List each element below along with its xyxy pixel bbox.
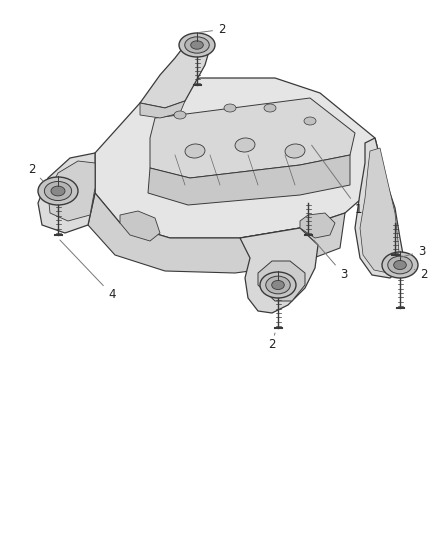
Polygon shape xyxy=(140,101,185,118)
Ellipse shape xyxy=(174,111,186,119)
Ellipse shape xyxy=(179,33,215,57)
Polygon shape xyxy=(95,78,385,238)
Polygon shape xyxy=(240,228,318,313)
Text: 4: 4 xyxy=(60,240,116,301)
Polygon shape xyxy=(88,193,345,273)
Text: 3: 3 xyxy=(401,245,425,258)
Ellipse shape xyxy=(388,256,412,274)
Ellipse shape xyxy=(44,181,71,200)
Text: 2: 2 xyxy=(414,268,427,281)
Text: 2: 2 xyxy=(268,333,276,351)
Polygon shape xyxy=(38,153,95,233)
Polygon shape xyxy=(150,98,355,178)
Ellipse shape xyxy=(224,104,236,112)
Ellipse shape xyxy=(382,252,418,278)
Ellipse shape xyxy=(185,37,209,53)
Ellipse shape xyxy=(185,144,205,158)
Polygon shape xyxy=(48,161,95,221)
Ellipse shape xyxy=(38,177,78,205)
Ellipse shape xyxy=(285,144,305,158)
Ellipse shape xyxy=(264,104,276,112)
Text: 2: 2 xyxy=(28,163,43,181)
Polygon shape xyxy=(360,148,400,273)
Ellipse shape xyxy=(191,41,203,49)
Polygon shape xyxy=(355,138,405,278)
Ellipse shape xyxy=(394,261,406,270)
Polygon shape xyxy=(140,41,210,108)
Text: 3: 3 xyxy=(314,240,347,281)
Ellipse shape xyxy=(51,186,65,196)
Ellipse shape xyxy=(260,272,296,298)
Polygon shape xyxy=(300,213,335,238)
Ellipse shape xyxy=(235,138,255,152)
Text: 2: 2 xyxy=(198,23,226,36)
Text: 1: 1 xyxy=(312,145,363,216)
Polygon shape xyxy=(148,155,350,205)
Polygon shape xyxy=(120,211,160,241)
Polygon shape xyxy=(258,261,305,301)
Ellipse shape xyxy=(304,117,316,125)
Ellipse shape xyxy=(272,280,284,289)
Ellipse shape xyxy=(266,276,290,294)
